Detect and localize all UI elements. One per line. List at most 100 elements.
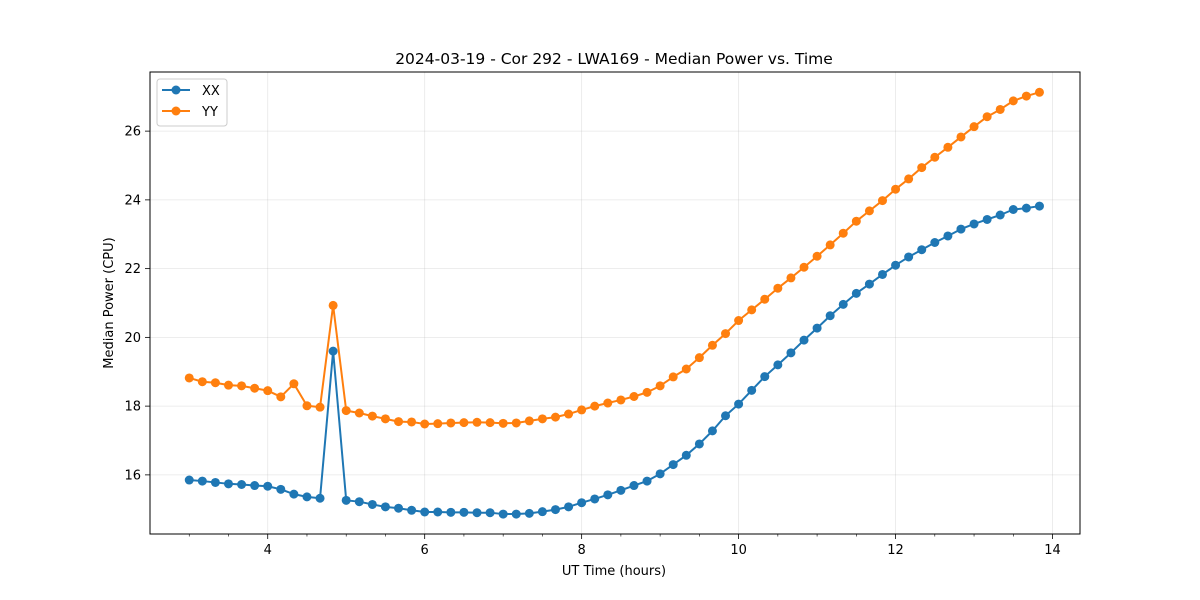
- data-point-xx: [577, 498, 587, 508]
- data-point-xx: [289, 489, 299, 499]
- axis-ticks: 4 6 8 10 12 14 16 18 20 22 24 26: [124, 125, 1060, 558]
- data-point-xx: [210, 477, 220, 487]
- data-point-xx: [655, 469, 665, 479]
- data-point-xx: [328, 346, 338, 356]
- data-point-xx: [446, 507, 456, 517]
- data-point-xx: [812, 323, 822, 333]
- data-point-xx: [315, 493, 325, 503]
- data-point-yy: [668, 372, 678, 382]
- data-point-yy: [642, 387, 652, 397]
- data-point-yy: [747, 305, 757, 315]
- y-tick-label: 20: [124, 331, 141, 346]
- data-point-yy: [1034, 87, 1044, 97]
- data-point-xx: [524, 508, 534, 518]
- data-point-yy: [930, 152, 940, 162]
- data-point-xx: [420, 507, 430, 517]
- data-point-xx: [681, 450, 691, 460]
- legend-label-yy: YY: [201, 105, 218, 120]
- data-point-yy: [616, 395, 626, 405]
- data-point-yy: [367, 411, 377, 421]
- data-point-xx: [223, 479, 233, 489]
- data-point-xx: [786, 348, 796, 358]
- data-point-xx: [760, 372, 770, 382]
- data-point-yy: [524, 416, 534, 426]
- data-point-yy: [577, 405, 587, 415]
- data-point-xx: [1034, 201, 1044, 211]
- data-point-yy: [420, 419, 430, 429]
- data-point-xx: [1021, 203, 1031, 213]
- data-point-yy: [956, 132, 966, 142]
- y-tick-label: 18: [124, 400, 141, 415]
- data-point-yy: [472, 417, 482, 427]
- data-point-yy: [917, 163, 927, 173]
- data-point-xx: [995, 210, 1005, 220]
- data-point-yy: [969, 122, 979, 132]
- legend-marker-yy: [171, 106, 181, 116]
- legend: XX YY: [156, 78, 228, 127]
- data-point-yy: [629, 392, 639, 401]
- data-point-xx: [838, 299, 848, 309]
- data-point-xx: [590, 494, 600, 504]
- x-tick-label: 14: [1044, 543, 1061, 558]
- data-point-yy: [891, 184, 901, 194]
- data-point-xx: [969, 219, 979, 229]
- data-point-xx: [550, 505, 560, 515]
- data-point-yy: [250, 383, 260, 393]
- x-tick-label: 8: [578, 543, 586, 558]
- data-point-xx: [511, 509, 521, 519]
- x-tick-label: 12: [887, 543, 904, 558]
- data-point-xx: [629, 481, 639, 491]
- data-point-xx: [917, 245, 927, 255]
- data-point-xx: [982, 214, 992, 224]
- data-point-yy: [590, 401, 600, 411]
- data-point-xx: [930, 238, 940, 247]
- data-point-xx: [943, 231, 953, 241]
- x-axis-label: UT Time (hours): [562, 564, 666, 579]
- data-point-xx: [459, 507, 469, 517]
- data-point-yy: [407, 417, 417, 427]
- data-point-yy: [812, 251, 822, 261]
- data-point-yy: [851, 216, 861, 226]
- data-point-yy: [1021, 91, 1031, 101]
- data-point-xx: [485, 508, 495, 518]
- data-point-yy: [223, 380, 233, 390]
- data-point-yy: [694, 353, 704, 363]
- data-point-xx: [472, 508, 482, 518]
- data-point-xx: [747, 385, 757, 395]
- x-tick-label: 6: [421, 543, 429, 558]
- data-point-yy: [276, 392, 286, 402]
- data-point-yy: [864, 206, 874, 216]
- data-point-yy: [511, 418, 521, 428]
- series-yy: [184, 87, 1044, 429]
- data-point-yy: [210, 378, 220, 388]
- legend-label-xx: XX: [202, 84, 220, 99]
- chart-title: 2024-03-19 - Cor 292 - LWA169 - Median P…: [395, 50, 833, 68]
- data-point-xx: [642, 476, 652, 486]
- data-point-yy: [433, 419, 443, 429]
- data-point-xx: [367, 499, 377, 509]
- data-point-yy: [263, 386, 273, 396]
- series-xx: [184, 201, 1044, 519]
- data-point-yy: [289, 379, 299, 389]
- data-point-yy: [537, 414, 547, 424]
- data-point-yy: [550, 412, 560, 422]
- data-point-yy: [341, 406, 351, 416]
- data-point-xx: [498, 509, 508, 519]
- data-point-xx: [263, 481, 273, 491]
- data-point-yy: [197, 377, 207, 387]
- data-point-yy: [995, 104, 1005, 114]
- data-point-xx: [433, 507, 443, 517]
- data-point-yy: [786, 273, 796, 283]
- data-point-xx: [603, 490, 613, 500]
- data-point-xx: [237, 480, 247, 489]
- data-point-yy: [394, 417, 404, 427]
- data-point-xx: [956, 224, 966, 234]
- data-point-xx: [564, 502, 574, 512]
- data-point-xx: [354, 497, 364, 507]
- data-point-yy: [328, 300, 338, 310]
- data-point-xx: [734, 399, 744, 409]
- y-tick-label: 24: [124, 193, 141, 208]
- data-point-yy: [799, 262, 809, 272]
- data-point-xx: [302, 492, 312, 502]
